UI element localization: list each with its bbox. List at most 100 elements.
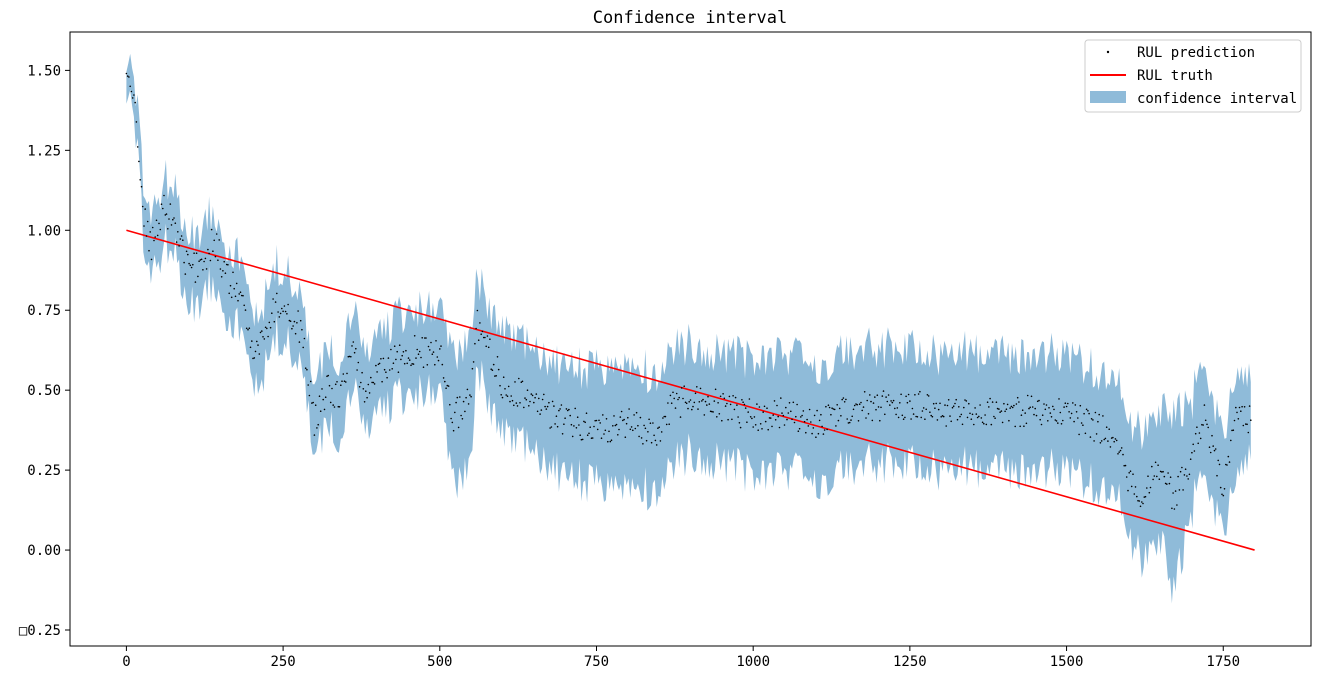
prediction-point <box>435 340 437 342</box>
prediction-point <box>551 400 554 403</box>
prediction-point <box>771 425 773 428</box>
prediction-point <box>210 228 213 231</box>
prediction-point <box>331 387 333 390</box>
prediction-point <box>188 262 190 265</box>
y-tick-label: 0.50 <box>27 383 61 399</box>
prediction-point <box>255 340 258 343</box>
prediction-point <box>307 384 310 386</box>
prediction-point <box>609 440 612 443</box>
prediction-point <box>1006 403 1009 406</box>
truth-line-layer <box>126 229 1255 551</box>
prediction-point <box>407 357 410 359</box>
prediction-point <box>328 384 331 387</box>
prediction-point <box>415 357 417 359</box>
prediction-point <box>1067 402 1069 405</box>
prediction-point <box>261 330 263 332</box>
prediction-point <box>684 401 687 404</box>
prediction-point <box>669 394 672 397</box>
prediction-point <box>284 310 287 313</box>
prediction-point <box>915 415 917 418</box>
prediction-point <box>958 406 960 408</box>
prediction-point <box>731 418 733 421</box>
prediction-point <box>619 416 622 418</box>
prediction-point <box>935 402 937 405</box>
prediction-point <box>1198 432 1201 434</box>
prediction-point <box>939 402 941 405</box>
prediction-point <box>1095 433 1098 435</box>
prediction-point <box>519 402 521 404</box>
prediction-point <box>655 444 658 446</box>
prediction-point <box>326 375 328 378</box>
prediction-point <box>173 217 175 219</box>
prediction-point <box>470 395 472 398</box>
prediction-point <box>1225 463 1227 466</box>
prediction-point <box>848 421 851 424</box>
prediction-point <box>403 362 406 365</box>
prediction-point <box>603 433 605 435</box>
prediction-point <box>151 226 154 229</box>
prediction-point <box>447 385 450 387</box>
prediction-point <box>1247 431 1250 434</box>
prediction-point <box>1163 475 1166 478</box>
plot-frame <box>69 31 1312 647</box>
y-tick-label: 1.00 <box>27 223 61 239</box>
prediction-point <box>1233 419 1236 422</box>
prediction-point <box>416 348 419 351</box>
prediction-point <box>899 402 901 404</box>
legend-label-prediction: RUL prediction <box>1137 45 1255 61</box>
prediction-point <box>225 263 228 266</box>
prediction-point <box>1104 437 1107 440</box>
prediction-point <box>321 388 323 390</box>
prediction-point <box>296 322 298 324</box>
prediction-point <box>739 426 742 429</box>
prediction-point <box>497 368 500 371</box>
prediction-point <box>816 409 818 412</box>
prediction-point <box>1025 422 1028 425</box>
prediction-point <box>208 252 210 255</box>
prediction-point <box>306 368 308 371</box>
prediction-point <box>272 298 274 300</box>
prediction-point <box>245 327 248 330</box>
prediction-point <box>286 313 288 315</box>
prediction-point <box>1246 423 1248 426</box>
prediction-point <box>343 380 346 383</box>
prediction-point <box>1226 464 1228 466</box>
prediction-point <box>786 418 788 421</box>
prediction-point <box>1069 417 1072 419</box>
prediction-point <box>1166 483 1168 485</box>
prediction-point <box>239 291 242 294</box>
prediction-point <box>820 413 822 416</box>
prediction-point <box>781 412 783 414</box>
prediction-point <box>738 422 741 424</box>
prediction-point <box>203 260 205 263</box>
prediction-point <box>993 415 995 418</box>
prediction-point <box>1092 419 1094 421</box>
prediction-point <box>520 381 523 384</box>
prediction-point <box>822 433 825 435</box>
prediction-point <box>575 427 578 429</box>
prediction-point <box>309 380 312 383</box>
prediction-point <box>821 425 823 428</box>
prediction-point <box>811 432 813 435</box>
prediction-point <box>968 402 970 405</box>
prediction-point <box>411 363 414 365</box>
prediction-point <box>910 418 912 420</box>
prediction-point <box>530 393 533 395</box>
prediction-point <box>1208 446 1211 449</box>
prediction-point <box>830 413 832 416</box>
prediction-point <box>1144 495 1147 498</box>
prediction-point <box>696 386 698 388</box>
prediction-point <box>1100 440 1103 442</box>
prediction-point <box>199 259 202 261</box>
prediction-point <box>502 376 505 379</box>
prediction-point <box>461 418 464 420</box>
prediction-point <box>971 413 974 416</box>
prediction-point <box>282 310 284 313</box>
prediction-point <box>504 388 506 390</box>
prediction-point <box>466 388 469 391</box>
prediction-point <box>531 394 534 397</box>
prediction-point <box>1227 455 1230 458</box>
prediction-point <box>1235 406 1237 409</box>
prediction-point <box>518 377 520 380</box>
prediction-point <box>1030 395 1033 398</box>
